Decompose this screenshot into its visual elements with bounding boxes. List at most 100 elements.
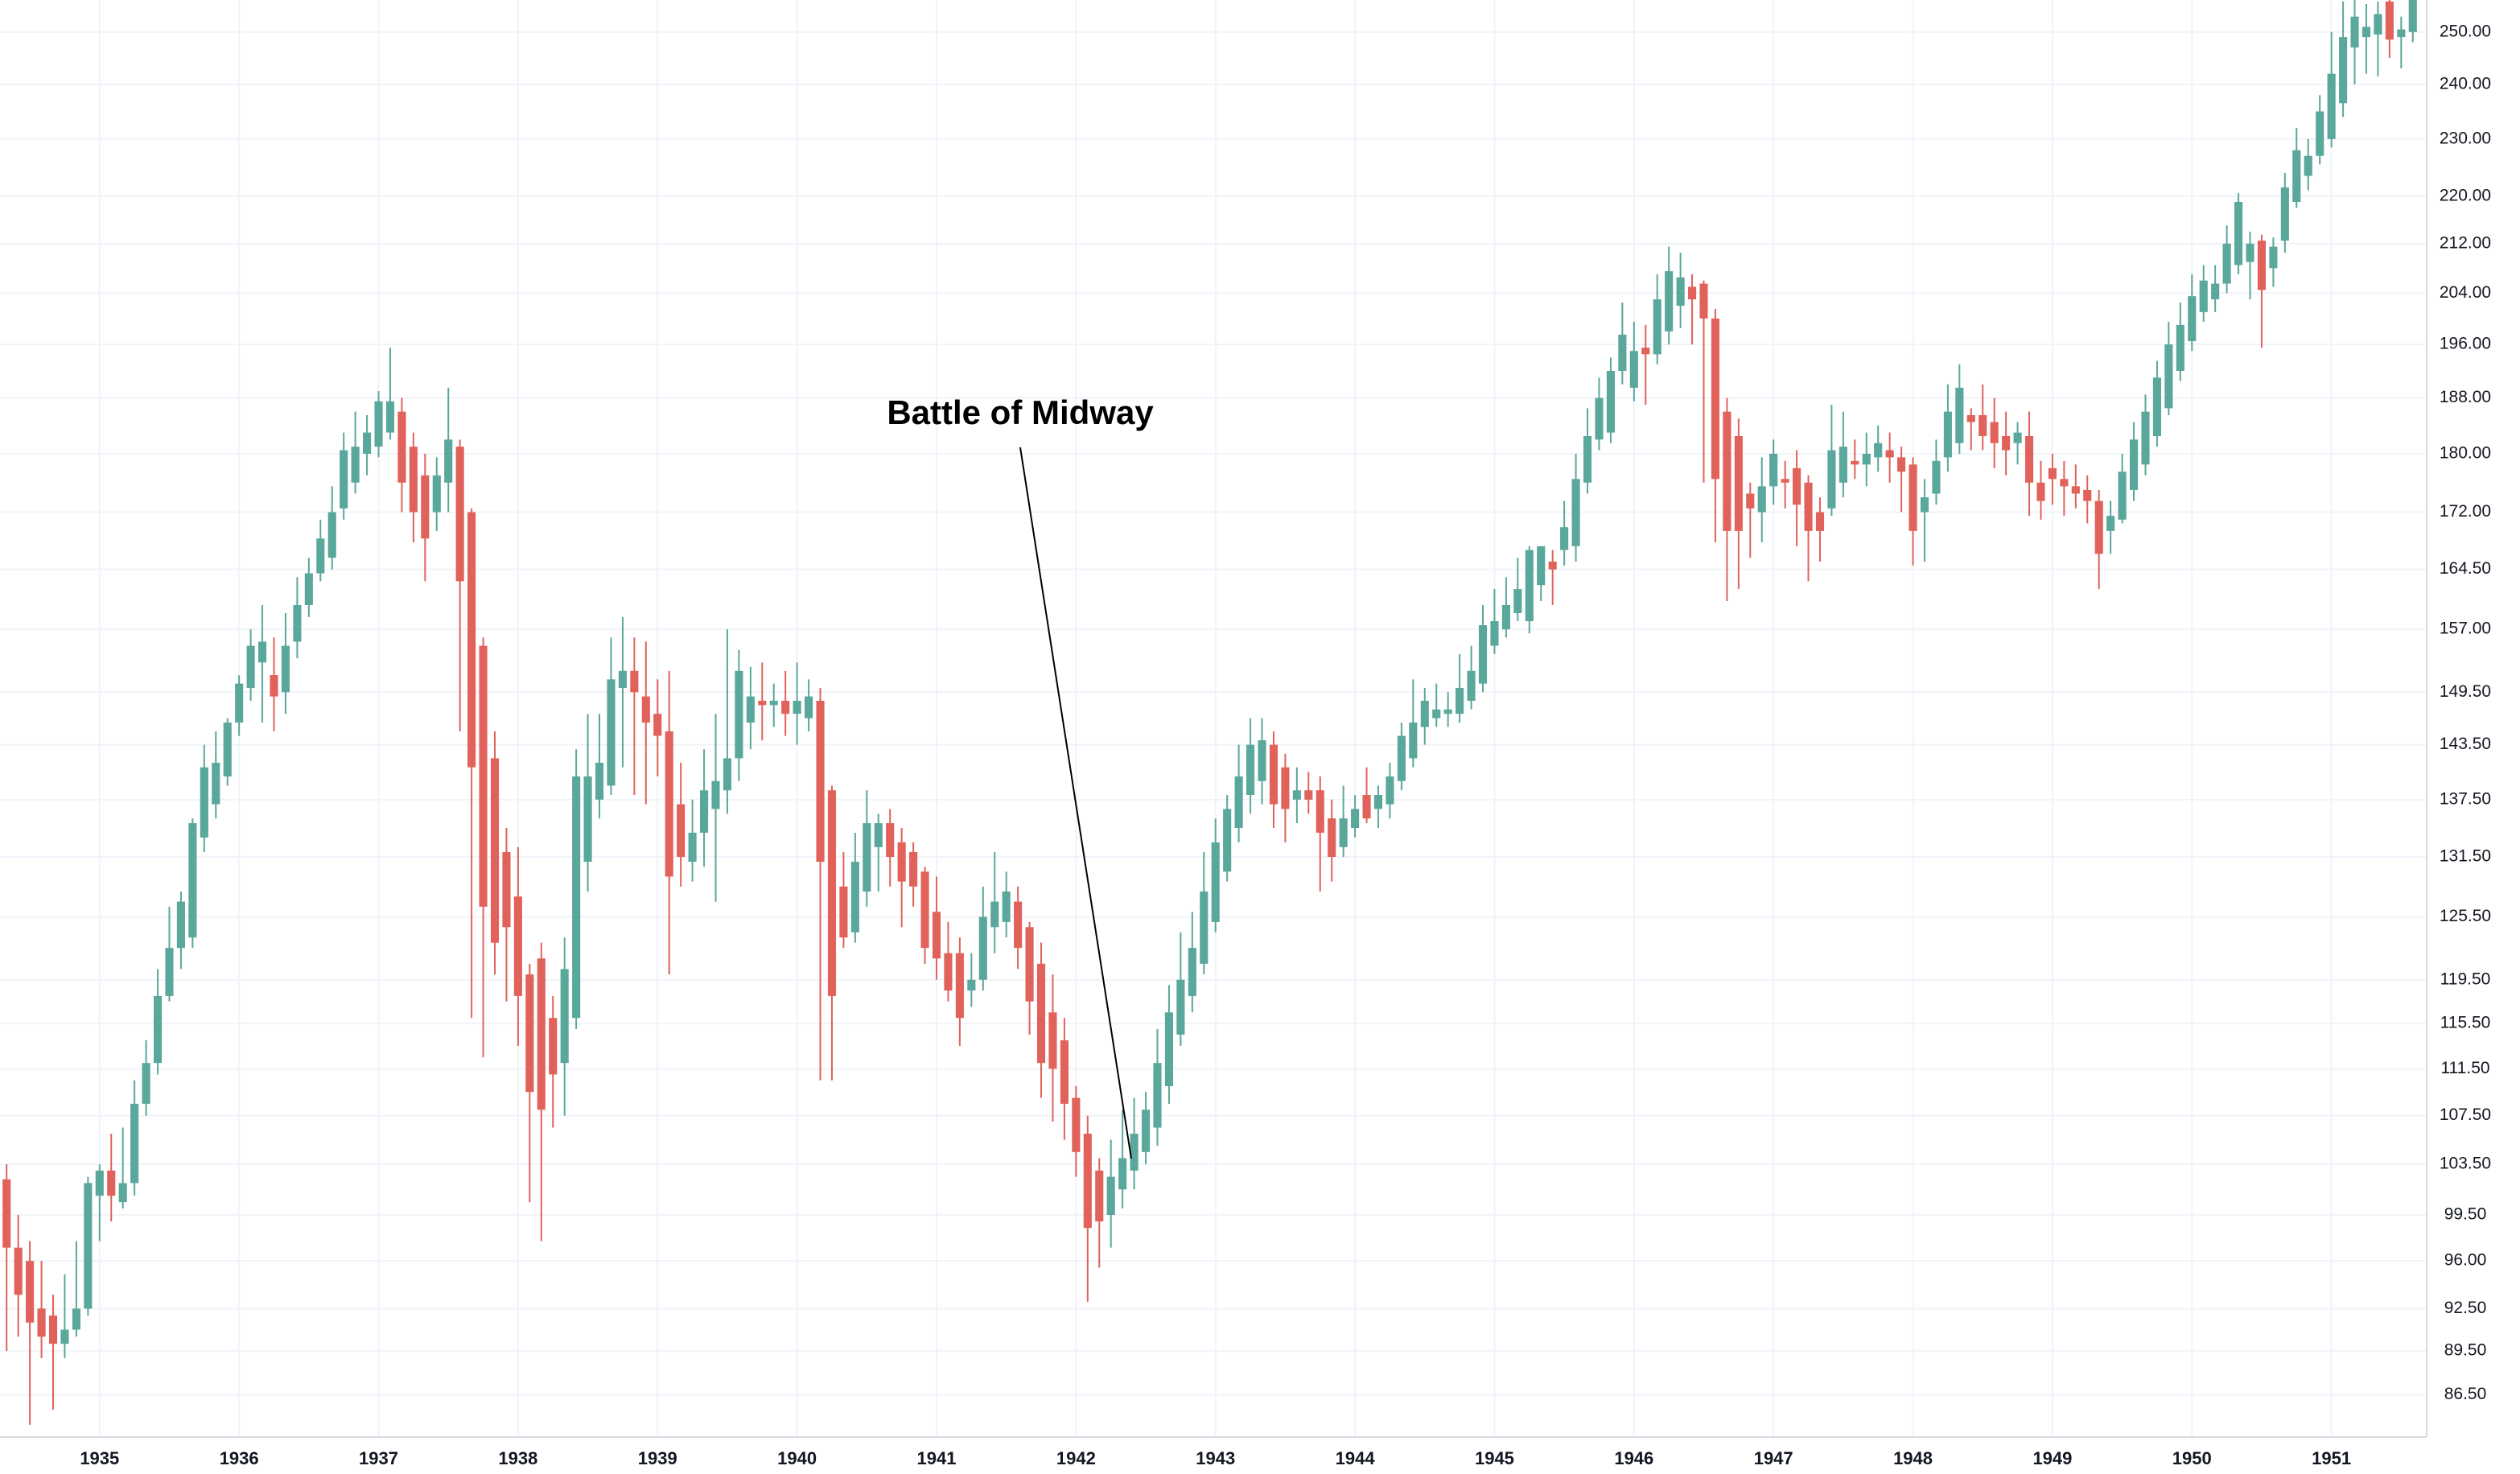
candle-body bbox=[2071, 486, 2080, 494]
candle-body bbox=[1339, 818, 1348, 847]
candle-body bbox=[1490, 621, 1499, 646]
candle-body bbox=[409, 447, 418, 513]
candle-body bbox=[293, 604, 302, 642]
candle-body bbox=[26, 1261, 35, 1323]
candle-body bbox=[1130, 1134, 1139, 1171]
candle-body bbox=[246, 645, 255, 688]
candle-body bbox=[1478, 625, 1488, 684]
y-tick-label: 125.50 bbox=[2440, 907, 2491, 925]
annotation-arrow bbox=[1019, 447, 1132, 1159]
candle-body bbox=[1769, 453, 1778, 487]
candle-body bbox=[48, 1315, 58, 1344]
candle-body bbox=[1200, 891, 1209, 964]
candle-body bbox=[14, 1247, 23, 1295]
candle-body bbox=[920, 871, 929, 949]
y-tick-label: 111.50 bbox=[2440, 1059, 2489, 1077]
x-tick-label: 1951 bbox=[2312, 1448, 2351, 1468]
candle-body bbox=[641, 696, 650, 723]
candle-body bbox=[2164, 344, 2173, 409]
candle-body bbox=[235, 683, 244, 723]
candle-body bbox=[479, 645, 488, 907]
candle-body bbox=[1560, 527, 1569, 550]
candle-body bbox=[1328, 818, 1336, 858]
candle-body bbox=[805, 696, 813, 718]
candle-body bbox=[1548, 562, 1557, 570]
candle-body bbox=[60, 1329, 69, 1344]
axis-labels: 86.50 89.50 92.50 96.00 99.50 103.50 107.50 111… bbox=[80, 22, 2491, 1468]
candle-body bbox=[2199, 280, 2208, 312]
candle-body bbox=[374, 401, 383, 447]
candle-body bbox=[1409, 723, 1418, 759]
candle-body bbox=[84, 1183, 93, 1309]
candle-body bbox=[1711, 318, 1720, 480]
candle-body bbox=[1373, 795, 1383, 809]
y-tick-label: 204.00 bbox=[2440, 283, 2491, 302]
candle-body bbox=[1025, 927, 1034, 1002]
candle-body bbox=[688, 832, 697, 863]
y-tick-label: 92.50 bbox=[2444, 1299, 2487, 1317]
x-tick-label: 1935 bbox=[80, 1448, 119, 1468]
candle-body bbox=[421, 475, 430, 539]
candle-body bbox=[2002, 435, 2011, 451]
candle-body bbox=[2397, 29, 2406, 38]
y-tick-label: 180.00 bbox=[2440, 444, 2491, 463]
candle-body bbox=[607, 679, 616, 786]
candle-body bbox=[1746, 493, 1755, 508]
candle-body bbox=[351, 447, 360, 483]
candle-body bbox=[1095, 1170, 1104, 1222]
candle-body bbox=[2083, 489, 2092, 501]
candle-body bbox=[816, 700, 825, 863]
candle-body bbox=[1467, 670, 1476, 701]
candle-body bbox=[2246, 243, 2254, 262]
candle-body bbox=[793, 700, 801, 714]
y-tick-label: 172.00 bbox=[2440, 502, 2491, 521]
candle-body bbox=[2094, 500, 2103, 554]
candle-body bbox=[1990, 422, 1999, 443]
candle-body bbox=[944, 953, 953, 991]
candle-body bbox=[2, 1179, 11, 1248]
candle-body bbox=[385, 401, 395, 433]
candle-body bbox=[1943, 411, 1952, 458]
candle-body bbox=[1757, 486, 1766, 513]
candle-body bbox=[1060, 1040, 1069, 1104]
candle-body bbox=[1083, 1134, 1092, 1229]
candle-body bbox=[735, 670, 743, 759]
candle-body bbox=[1734, 435, 1743, 531]
candle-body bbox=[618, 670, 627, 688]
candle-body bbox=[212, 763, 220, 805]
candle-body bbox=[200, 767, 208, 838]
candle-body bbox=[863, 823, 871, 892]
y-tick-label: 220.00 bbox=[2440, 186, 2491, 204]
candle-body bbox=[2060, 479, 2069, 487]
candle-body bbox=[850, 862, 859, 933]
candle-body bbox=[1351, 809, 1360, 829]
candle-body bbox=[176, 901, 185, 949]
candle-body bbox=[2048, 467, 2057, 480]
candle-body bbox=[560, 969, 569, 1064]
y-tick-label: 103.50 bbox=[2440, 1155, 2491, 1173]
x-tick-label: 1941 bbox=[917, 1448, 957, 1468]
candle-body bbox=[1211, 842, 1220, 922]
candle-body bbox=[1501, 604, 1510, 630]
candle-body bbox=[2141, 411, 2150, 465]
candle-body bbox=[886, 823, 895, 858]
candle-body bbox=[1362, 795, 1371, 819]
candle-body bbox=[2036, 482, 2045, 501]
candle-body bbox=[1164, 1012, 1173, 1086]
candle-body bbox=[2327, 73, 2336, 139]
candle-body bbox=[72, 1308, 80, 1330]
candle-body bbox=[1793, 467, 1801, 505]
candle-body bbox=[699, 790, 709, 833]
candle-body bbox=[1979, 414, 1987, 436]
candle-body bbox=[2350, 16, 2359, 47]
candle-body bbox=[2024, 435, 2034, 483]
candle-body bbox=[990, 901, 999, 928]
candle-body bbox=[1804, 482, 1813, 531]
y-tick-label: 107.50 bbox=[2440, 1106, 2491, 1124]
candle-body bbox=[37, 1308, 46, 1337]
candle-body bbox=[502, 851, 511, 928]
candle-body bbox=[2176, 324, 2184, 371]
candle-body bbox=[2129, 439, 2139, 490]
candle-body bbox=[2269, 246, 2278, 269]
candle-body bbox=[258, 641, 267, 663]
